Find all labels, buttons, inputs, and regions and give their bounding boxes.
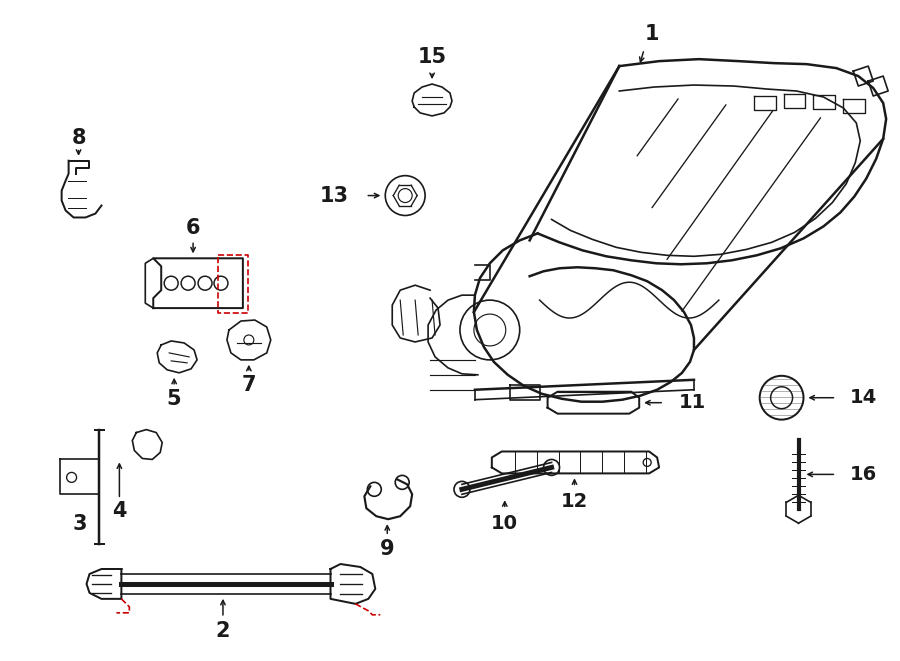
Text: 14: 14 — [850, 388, 878, 407]
Text: 12: 12 — [561, 492, 588, 511]
Text: 15: 15 — [418, 47, 446, 67]
Text: 13: 13 — [320, 186, 348, 206]
Text: 1: 1 — [645, 24, 660, 44]
Text: 16: 16 — [850, 465, 878, 484]
Text: 6: 6 — [185, 218, 201, 239]
Text: 8: 8 — [71, 128, 86, 148]
Text: 3: 3 — [72, 514, 86, 534]
Text: 10: 10 — [491, 514, 518, 533]
Text: 2: 2 — [216, 621, 230, 641]
Text: 9: 9 — [380, 539, 394, 559]
Text: 11: 11 — [679, 393, 706, 412]
Text: 7: 7 — [241, 375, 256, 395]
Text: 5: 5 — [166, 389, 182, 408]
Text: 4: 4 — [112, 501, 127, 522]
